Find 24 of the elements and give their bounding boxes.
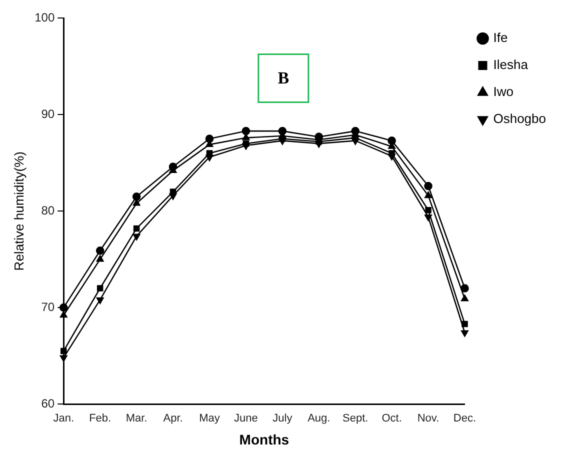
legend-label: Oshogbo bbox=[493, 111, 546, 126]
annotation: B bbox=[278, 68, 290, 88]
x-tick-label: July bbox=[272, 412, 293, 425]
legend-label: Ilesha bbox=[493, 57, 529, 72]
y-tick-label: 90 bbox=[41, 106, 55, 121]
x-tick-label: Mar. bbox=[126, 412, 148, 425]
y-tick-label: 60 bbox=[41, 396, 55, 410]
x-tick-label: Feb. bbox=[89, 412, 112, 425]
legend-label: Iwo bbox=[493, 84, 514, 100]
x-tick-label: Dec. bbox=[453, 412, 476, 425]
legend-label: Ife bbox=[493, 30, 508, 46]
x-tick-label: Sept. bbox=[342, 412, 368, 425]
y-tick-label: 100 bbox=[34, 10, 55, 25]
x-tick-label: Apr. bbox=[163, 412, 183, 425]
x-axis-title: Months bbox=[239, 431, 290, 448]
y-tick-label: 80 bbox=[41, 203, 55, 218]
y-axis-title: Relative humidity(%) bbox=[11, 152, 26, 271]
x-tick-label: Oct. bbox=[382, 412, 402, 425]
y-tick-label: 70 bbox=[41, 300, 55, 314]
x-tick-label: June bbox=[234, 412, 258, 425]
x-tick-label: Aug. bbox=[308, 412, 330, 425]
x-tick-label: May bbox=[199, 412, 220, 425]
x-tick-label: Jan. bbox=[53, 412, 74, 425]
x-tick-label: Nov. bbox=[417, 412, 440, 425]
